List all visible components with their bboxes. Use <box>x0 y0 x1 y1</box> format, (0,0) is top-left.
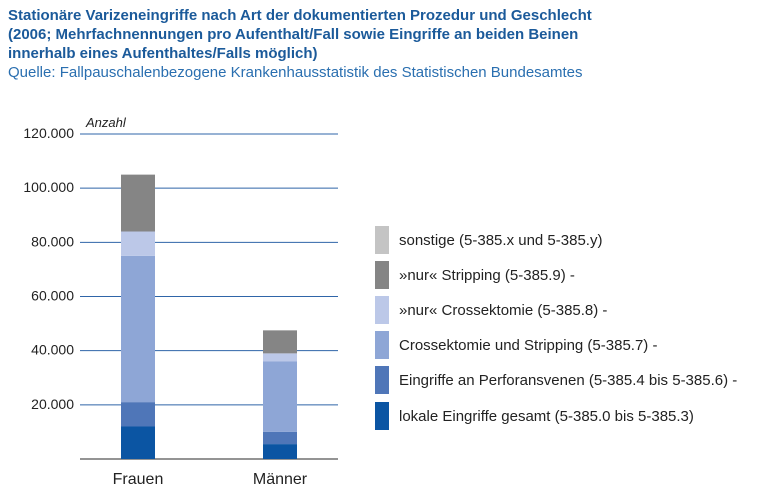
bars <box>121 174 297 459</box>
bar-segment <box>263 361 297 432</box>
bar-segment <box>263 330 297 354</box>
chart-source: Quelle: Fallpauschalenbezogene Krankenha… <box>8 64 583 81</box>
legend-label: Crossektomie und Stripping (5-385.7) - <box>399 337 657 354</box>
bar-segment <box>121 426 155 459</box>
bar-segment <box>121 255 155 403</box>
legend-swatch <box>375 261 389 289</box>
chart-title-line-1: Stationäre Varizeneingriffe nach Art der… <box>8 7 592 24</box>
legend-label: lokale Eingriffe gesamt (5-385.0 bis 5-3… <box>399 408 694 425</box>
legend-label: »nur« Stripping (5-385.9) - <box>399 267 575 284</box>
category-label: Frauen <box>113 471 164 488</box>
chart-title-line-2: (2006; Mehrfachnennungen pro Aufenthalt/… <box>8 26 579 43</box>
bar-segment <box>263 353 297 362</box>
y-tick-label: 40.000 <box>31 342 74 358</box>
bar-segment <box>263 431 297 445</box>
bar-segment <box>263 444 297 459</box>
category-labels: Frauen Männer <box>113 471 308 488</box>
y-axis-unit-label: Anzahl <box>85 115 127 130</box>
legend-swatch <box>375 402 389 430</box>
y-tick-label: 20.000 <box>31 396 74 412</box>
y-tick-label: 120.000 <box>23 125 74 141</box>
gridlines <box>80 133 338 460</box>
category-label: Männer <box>253 471 308 488</box>
chart-header: Stationäre Varizeneingriffe nach Art der… <box>8 6 753 82</box>
legend-label: sonstige (5-385.x und 5-385.y) <box>399 232 602 249</box>
bar-segment <box>121 174 155 232</box>
chart-title-line-3: innerhalb eines Aufenthaltes/Falls mögli… <box>8 45 318 62</box>
y-tick-labels: 20.000 40.000 60.000 80.000 100.000 120.000 <box>23 125 74 412</box>
bar-segment <box>121 402 155 427</box>
bar-segment <box>121 231 155 256</box>
legend-swatch <box>375 366 389 394</box>
legend-swatch <box>375 226 389 254</box>
legend-swatch <box>375 296 389 324</box>
y-tick-label: 100.000 <box>23 179 74 195</box>
y-tick-label: 60.000 <box>31 288 74 304</box>
legend: lokale Eingriffe gesamt (5-385.0 bis 5-3… <box>375 226 737 430</box>
legend-label: Eingriffe an Perforansvenen (5-385.4 bis… <box>399 372 737 389</box>
legend-label: »nur« Crossektomie (5-385.8) - <box>399 302 607 319</box>
legend-swatch <box>375 331 389 359</box>
y-tick-label: 80.000 <box>31 233 74 249</box>
